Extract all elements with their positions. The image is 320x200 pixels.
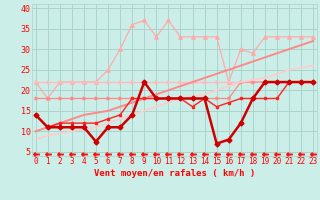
X-axis label: Vent moyen/en rafales ( km/h ): Vent moyen/en rafales ( km/h )	[94, 169, 255, 178]
